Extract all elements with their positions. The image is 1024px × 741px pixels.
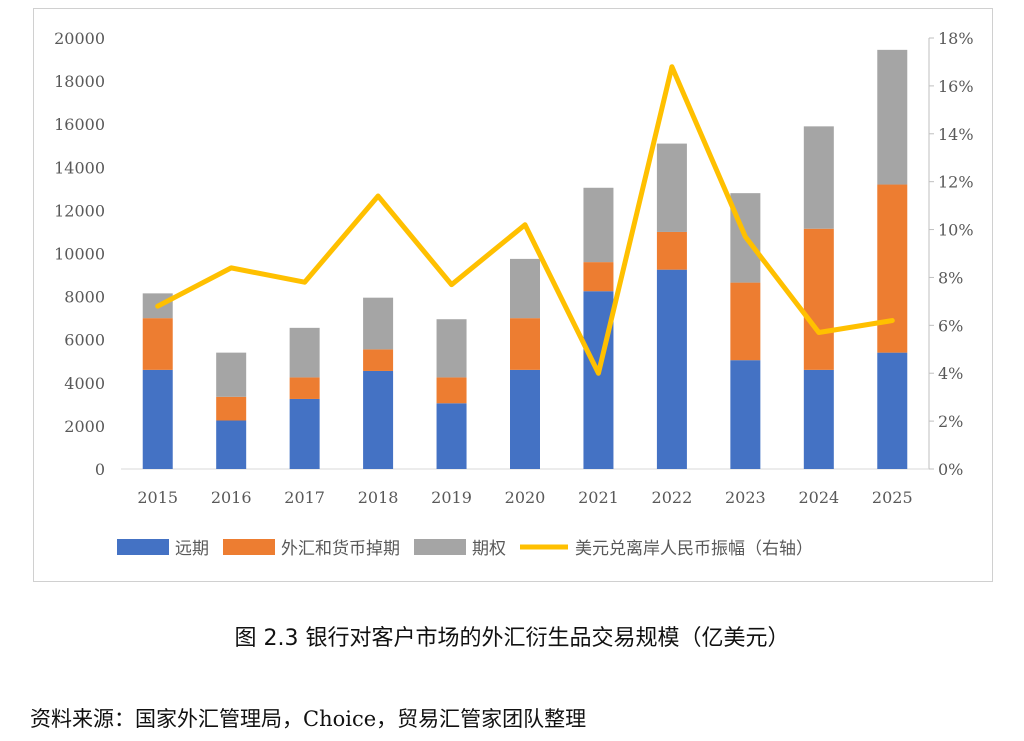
bar-segment <box>730 282 761 361</box>
x-tick-label: 2020 <box>505 488 546 507</box>
bar-segment <box>142 369 173 469</box>
x-tick-label: 2016 <box>211 488 252 507</box>
legend-label: 期权 <box>472 539 506 559</box>
bar-segment <box>510 258 540 319</box>
bar-segment <box>656 143 687 232</box>
bar-segment <box>656 231 687 270</box>
bar-segment <box>142 318 173 370</box>
bar-segment <box>436 319 467 378</box>
line-point <box>157 305 159 307</box>
bar-segment <box>216 420 247 469</box>
y-tick-label: 6000 <box>64 331 105 350</box>
y-tick-label: 14000 <box>54 158 105 177</box>
y-tick-label: 10000 <box>54 245 105 264</box>
line-point <box>597 372 599 374</box>
x-tick-label: 2021 <box>578 488 619 507</box>
bar-segment <box>363 370 394 469</box>
bar-segment <box>510 369 540 469</box>
y2-tick-label: 16% <box>938 77 974 96</box>
bar-segment <box>216 396 247 421</box>
y-tick-label: 20000 <box>54 29 105 48</box>
x-tick-label: 2022 <box>652 488 693 507</box>
bar-segment <box>510 318 540 370</box>
y2-tick-label: 2% <box>938 412 963 431</box>
y2-tick-label: 12% <box>938 173 974 192</box>
x-tick-label: 2025 <box>872 488 913 507</box>
y2-tick-label: 0% <box>938 460 963 479</box>
bar-segment <box>363 349 394 371</box>
line-point <box>304 281 306 283</box>
legend-label: 美元兑离岸人民币振幅（右轴） <box>575 539 813 559</box>
x-tick-label: 2018 <box>358 488 399 507</box>
chart-svg: 0 2000 4000 6000 8000 10000 12000 14000 16000 180… <box>54 29 974 559</box>
figure-caption: 图 2.3 银行对客户市场的外汇衍生品交易规模（亿美元） <box>234 626 790 651</box>
y2-tick-label: 4% <box>938 364 963 383</box>
legend-label: 外汇和货币掉期 <box>281 539 400 559</box>
y-tick-label: 0 <box>95 460 105 479</box>
bar-segment <box>436 403 467 469</box>
bar-segment <box>363 297 394 350</box>
y-tick-label: 2000 <box>64 417 105 436</box>
source-note: 资料来源：国家外汇管理局，Choice，贸易汇管家团队整理 <box>30 707 587 731</box>
legend-label: 远期 <box>175 539 209 559</box>
bar-segment <box>289 327 320 378</box>
bar-segment <box>877 184 908 353</box>
line-point <box>744 236 746 238</box>
y-tick-label: 18000 <box>54 72 105 91</box>
x-tick-label: 2019 <box>431 488 472 507</box>
y-tick-label: 16000 <box>54 115 105 134</box>
chart-frame: 0 2000 4000 6000 8000 10000 12000 14000 16000 180… <box>33 8 993 582</box>
line-point <box>451 284 453 286</box>
y2-tick-label: 18% <box>938 29 974 48</box>
bar-segment <box>803 126 834 229</box>
line-point <box>377 195 379 197</box>
y2-tick-label: 8% <box>938 268 963 287</box>
legend-swatch <box>223 539 275 555</box>
y-tick-label: 4000 <box>64 374 105 393</box>
line-point <box>524 224 526 226</box>
bar-segment <box>583 262 614 292</box>
bar-segment <box>877 352 908 469</box>
bar-segment <box>803 369 834 469</box>
line-point <box>818 332 820 334</box>
bar-segment <box>877 49 908 185</box>
x-tick-label: 2024 <box>798 488 839 507</box>
legend-swatch <box>414 539 466 555</box>
bar-segment <box>583 187 614 263</box>
bar-segment <box>656 269 687 469</box>
y2-tick-label: 6% <box>938 316 963 335</box>
line-point <box>671 66 673 68</box>
x-tick-label: 2023 <box>725 488 766 507</box>
bar-segment <box>803 228 834 370</box>
y-tick-label: 12000 <box>54 201 105 220</box>
bar-segment <box>216 352 247 397</box>
y2-tick-label: 14% <box>938 125 974 144</box>
bar-segment <box>730 360 761 469</box>
legend-swatch <box>117 539 169 555</box>
line-point <box>230 267 232 269</box>
line-point <box>891 320 893 322</box>
y-tick-label: 8000 <box>64 288 105 307</box>
bar-segment <box>289 377 320 399</box>
bar-segment <box>583 291 614 469</box>
x-tick-label: 2015 <box>137 488 178 507</box>
bar-segment <box>436 377 467 404</box>
bar-segment <box>289 398 320 469</box>
x-tick-label: 2017 <box>284 488 325 507</box>
y2-tick-label: 10% <box>938 221 974 240</box>
